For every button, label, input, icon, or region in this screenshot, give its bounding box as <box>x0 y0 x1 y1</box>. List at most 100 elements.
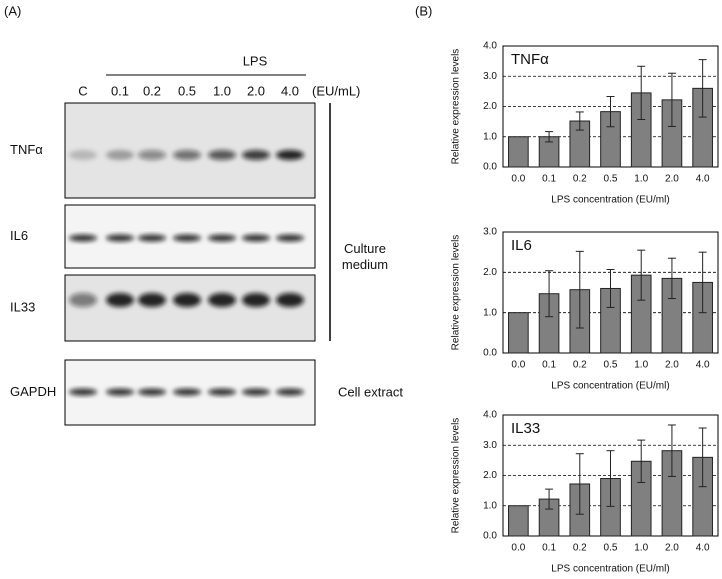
x-tick-label: 2.0 <box>665 360 679 371</box>
band <box>242 234 270 242</box>
x-tick-label: 2.0 <box>665 174 679 185</box>
band <box>242 150 270 160</box>
error-bar <box>667 72 676 127</box>
y-axis-label: Relative expression levels <box>451 418 462 534</box>
x-axis-label: LPS concentration (EU/ml) <box>551 381 669 392</box>
lane-label: C <box>78 83 87 98</box>
chart-title: IL6 <box>511 237 532 254</box>
band <box>106 234 134 242</box>
bands <box>69 388 304 396</box>
y-tick-label: 3.0 <box>483 440 497 451</box>
band <box>242 293 270 307</box>
y-axis-label: Relative expression levels <box>451 235 462 351</box>
x-axis-label: LPS concentration (EU/ml) <box>551 195 669 206</box>
treatment-label: LPS <box>243 53 268 68</box>
panel-label: (B) <box>415 3 432 18</box>
y-tick-label: 1.0 <box>483 500 497 511</box>
x-tick-label: 4.0 <box>696 174 710 185</box>
band <box>276 234 304 242</box>
band <box>106 388 134 396</box>
y-tick-label: 0.0 <box>483 531 497 542</box>
y-tick-label: 1.0 <box>483 307 497 318</box>
blot-label: IL6 <box>10 228 28 243</box>
x-axis-label: LPS concentration (EU/ml) <box>551 564 669 575</box>
x-tick-label: 0.2 <box>573 360 587 371</box>
band <box>208 388 236 396</box>
x-tick-label: 4.0 <box>696 360 710 371</box>
unit-label: (EU/mL) <box>312 83 360 98</box>
lane-label: 2.0 <box>247 83 265 98</box>
error-bar <box>667 257 676 300</box>
band <box>69 234 97 242</box>
group-label: Culture medium <box>342 242 388 273</box>
error-bar <box>667 424 676 477</box>
band <box>173 388 201 396</box>
band <box>208 234 236 242</box>
y-tick-label: 3.0 <box>483 227 497 238</box>
band <box>173 234 201 242</box>
x-tick-label: 0.5 <box>604 174 618 185</box>
band <box>106 150 134 160</box>
bar <box>508 505 529 537</box>
blot-label: IL33 <box>10 299 35 314</box>
error-bar <box>698 59 707 118</box>
error-bar <box>575 250 584 329</box>
x-tick-label: 0.1 <box>542 174 556 185</box>
x-tick-label: 0.0 <box>511 360 525 371</box>
band <box>106 293 134 307</box>
band <box>173 293 201 307</box>
x-tick-label: 4.0 <box>696 543 710 554</box>
error-bar <box>606 96 615 128</box>
y-tick-label: 4.0 <box>483 41 497 52</box>
panel-label: (A) <box>4 3 21 18</box>
x-tick-label: 0.5 <box>604 360 618 371</box>
band <box>208 293 236 307</box>
error-bar <box>545 270 554 318</box>
band <box>276 293 304 307</box>
band <box>242 388 270 396</box>
x-tick-label: 0.0 <box>511 174 525 185</box>
group-label: Cell extract <box>338 384 403 399</box>
x-tick-label: 0.2 <box>573 543 587 554</box>
error-bar <box>637 65 646 121</box>
y-tick-label: 2.0 <box>483 101 497 112</box>
blot-label: TNFα <box>10 142 43 157</box>
lane-label: 1.0 <box>213 83 231 98</box>
bands <box>69 150 304 160</box>
x-tick-label: 1.0 <box>634 360 648 371</box>
band <box>276 150 304 160</box>
error-bar <box>575 453 584 515</box>
band <box>276 388 304 396</box>
x-tick-label: 1.0 <box>634 543 648 554</box>
band <box>173 150 201 160</box>
y-tick-label: 3.0 <box>483 71 497 82</box>
band <box>138 234 166 242</box>
lane-label: 4.0 <box>281 83 299 98</box>
error-bar <box>637 249 646 301</box>
x-tick-label: 0.5 <box>604 543 618 554</box>
band <box>69 293 97 307</box>
error-bar <box>575 111 584 131</box>
x-tick-label: 0.2 <box>573 174 587 185</box>
bar <box>508 312 529 354</box>
error-bar <box>698 427 707 488</box>
y-tick-label: 4.0 <box>483 410 497 421</box>
bands <box>69 234 304 242</box>
chart-title: TNFα <box>511 51 549 68</box>
band <box>208 150 236 160</box>
y-axis-label: Relative expression levels <box>451 49 462 165</box>
y-tick-label: 2.0 <box>483 267 497 278</box>
x-tick-label: 0.1 <box>542 543 556 554</box>
x-tick-label: 0.1 <box>542 360 556 371</box>
band <box>69 150 97 160</box>
error-bar <box>545 488 554 510</box>
error-bar <box>637 439 646 483</box>
error-bar <box>606 269 615 308</box>
y-tick-label: 0.0 <box>483 162 497 173</box>
bar <box>508 136 529 168</box>
y-tick-label: 0.0 <box>483 348 497 359</box>
error-bar <box>545 131 554 143</box>
error-bar <box>606 450 615 507</box>
x-tick-label: 0.0 <box>511 543 525 554</box>
